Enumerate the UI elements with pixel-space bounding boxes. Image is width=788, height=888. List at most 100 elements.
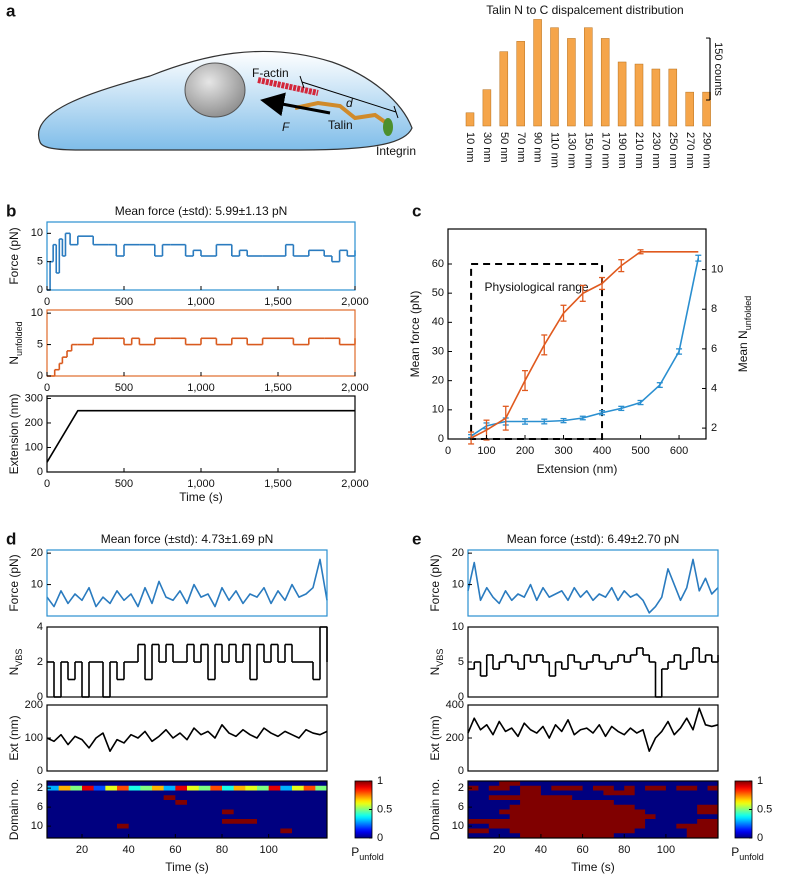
heatmap-cell bbox=[624, 833, 636, 839]
heatmap-cell bbox=[315, 819, 328, 825]
heatmap-cell bbox=[572, 790, 583, 796]
heatmap-cell bbox=[530, 804, 542, 810]
heatmap-cell bbox=[520, 833, 531, 839]
x-tick-label: 1,500 bbox=[264, 478, 292, 490]
heatmap-cell bbox=[198, 800, 211, 806]
plot-frame bbox=[46, 549, 328, 617]
integrin bbox=[383, 118, 393, 136]
y-tick-label: 20 bbox=[31, 547, 43, 559]
heatmap-cell bbox=[624, 809, 636, 815]
heatmap-cell bbox=[117, 819, 130, 825]
heatmap-cell bbox=[488, 833, 500, 839]
heatmap-cell bbox=[93, 819, 106, 825]
heatmap-cell bbox=[152, 814, 165, 820]
plot-frame bbox=[46, 704, 328, 772]
heatmap-cell bbox=[140, 795, 153, 801]
heatmap-cell bbox=[509, 804, 521, 810]
x-tick-label: 2,000 bbox=[341, 296, 369, 308]
heatmap-cell bbox=[47, 809, 60, 815]
heatmap-cell bbox=[257, 790, 270, 796]
heatmap-cell bbox=[257, 804, 270, 810]
heatmap-cell bbox=[105, 814, 118, 820]
x-tick-label: 170 nm bbox=[599, 132, 611, 169]
heatmap-cell bbox=[222, 781, 235, 787]
heatmap-cell bbox=[665, 828, 677, 834]
heatmap-cell bbox=[561, 804, 573, 810]
heatmap-cell bbox=[468, 790, 479, 796]
heatmap-cell bbox=[613, 790, 625, 796]
x-tick-label: 2,000 bbox=[341, 478, 369, 490]
chart-title: Mean force (±std): 6.49±2.70 pN bbox=[507, 532, 680, 546]
heatmap-cell bbox=[140, 833, 153, 839]
heatmap-cell bbox=[624, 785, 636, 791]
y-axis-label: Force (pN) bbox=[7, 554, 21, 611]
talin bbox=[294, 100, 390, 126]
heatmap-cell bbox=[280, 795, 293, 801]
heatmap-cell bbox=[70, 828, 83, 834]
heatmap-cell bbox=[530, 819, 542, 825]
heatmap-cell bbox=[70, 833, 83, 839]
heatmap-cell bbox=[686, 819, 698, 825]
heatmap-cell bbox=[222, 800, 235, 806]
heatmap-cell bbox=[292, 804, 305, 810]
heatmap-cell bbox=[676, 781, 688, 787]
heatmap-cell bbox=[233, 823, 246, 829]
heatmap-cell bbox=[233, 814, 246, 820]
heatmap-cell bbox=[634, 809, 646, 815]
heatmap-cell bbox=[257, 823, 270, 829]
heatmap-cell bbox=[47, 804, 60, 810]
heatmap-cell bbox=[707, 833, 719, 839]
heatmap-cell bbox=[707, 781, 719, 787]
heatmap-cell bbox=[280, 823, 293, 829]
heatmap-cell bbox=[540, 795, 552, 801]
heatmap-cell bbox=[540, 781, 552, 787]
heatmap-cell bbox=[315, 823, 328, 829]
heatmap-cell bbox=[303, 785, 316, 791]
heatmap-cell bbox=[175, 781, 188, 787]
heatmap-cell bbox=[140, 800, 153, 806]
heatmap-cell bbox=[82, 833, 95, 839]
x-tick-label: 500 bbox=[631, 445, 649, 457]
heatmap-cell bbox=[198, 795, 211, 801]
y-axis-label: Extension (nm) bbox=[7, 394, 21, 475]
heatmap-cell bbox=[315, 804, 328, 810]
annotation: Physiological range bbox=[485, 280, 589, 294]
plot-frame bbox=[467, 780, 719, 839]
heatmap-cell bbox=[140, 790, 153, 796]
heatmap-cell bbox=[551, 781, 563, 787]
heatmap-cell bbox=[82, 828, 95, 834]
bar bbox=[600, 38, 610, 127]
plot-frame bbox=[467, 704, 719, 772]
x-tick-label: 500 bbox=[115, 296, 133, 308]
heatmap-cell bbox=[210, 795, 223, 801]
heatmap-cell bbox=[561, 814, 573, 820]
force-label: F bbox=[282, 120, 290, 134]
x-tick-label: 150 nm bbox=[582, 132, 594, 169]
heatmap-cell bbox=[488, 819, 500, 825]
heatmap-cell bbox=[676, 804, 688, 810]
heatmap-cell bbox=[257, 781, 270, 787]
heatmap-cell bbox=[603, 785, 615, 791]
bar bbox=[482, 89, 492, 127]
heatmap-cell bbox=[187, 781, 200, 787]
heatmap-cell bbox=[697, 828, 708, 834]
heatmap-cell bbox=[303, 795, 316, 801]
x-tick-label: 500 bbox=[115, 382, 133, 394]
heatmap-cell bbox=[686, 781, 698, 787]
y2-tick-label: 10 bbox=[711, 264, 723, 276]
heatmap-cell bbox=[613, 814, 625, 820]
x-tick-label: 0 bbox=[445, 445, 451, 457]
x-tick-label: 0 bbox=[44, 478, 50, 490]
label-subscript: unfolded bbox=[743, 296, 753, 331]
heatmap-cell bbox=[175, 814, 188, 820]
heatmap-cell bbox=[540, 828, 552, 834]
y-tick-label: 0 bbox=[37, 370, 43, 382]
heatmap-cell bbox=[140, 781, 153, 787]
y-tick-label: 10 bbox=[452, 820, 464, 832]
heatmap-cell bbox=[582, 790, 594, 796]
heatmap-cell bbox=[520, 804, 531, 810]
x-tick-label: 500 bbox=[115, 478, 133, 490]
x-tick-label: 1,000 bbox=[187, 296, 215, 308]
heatmap-cell bbox=[93, 814, 106, 820]
x-axis-label: Time (s) bbox=[571, 860, 615, 874]
